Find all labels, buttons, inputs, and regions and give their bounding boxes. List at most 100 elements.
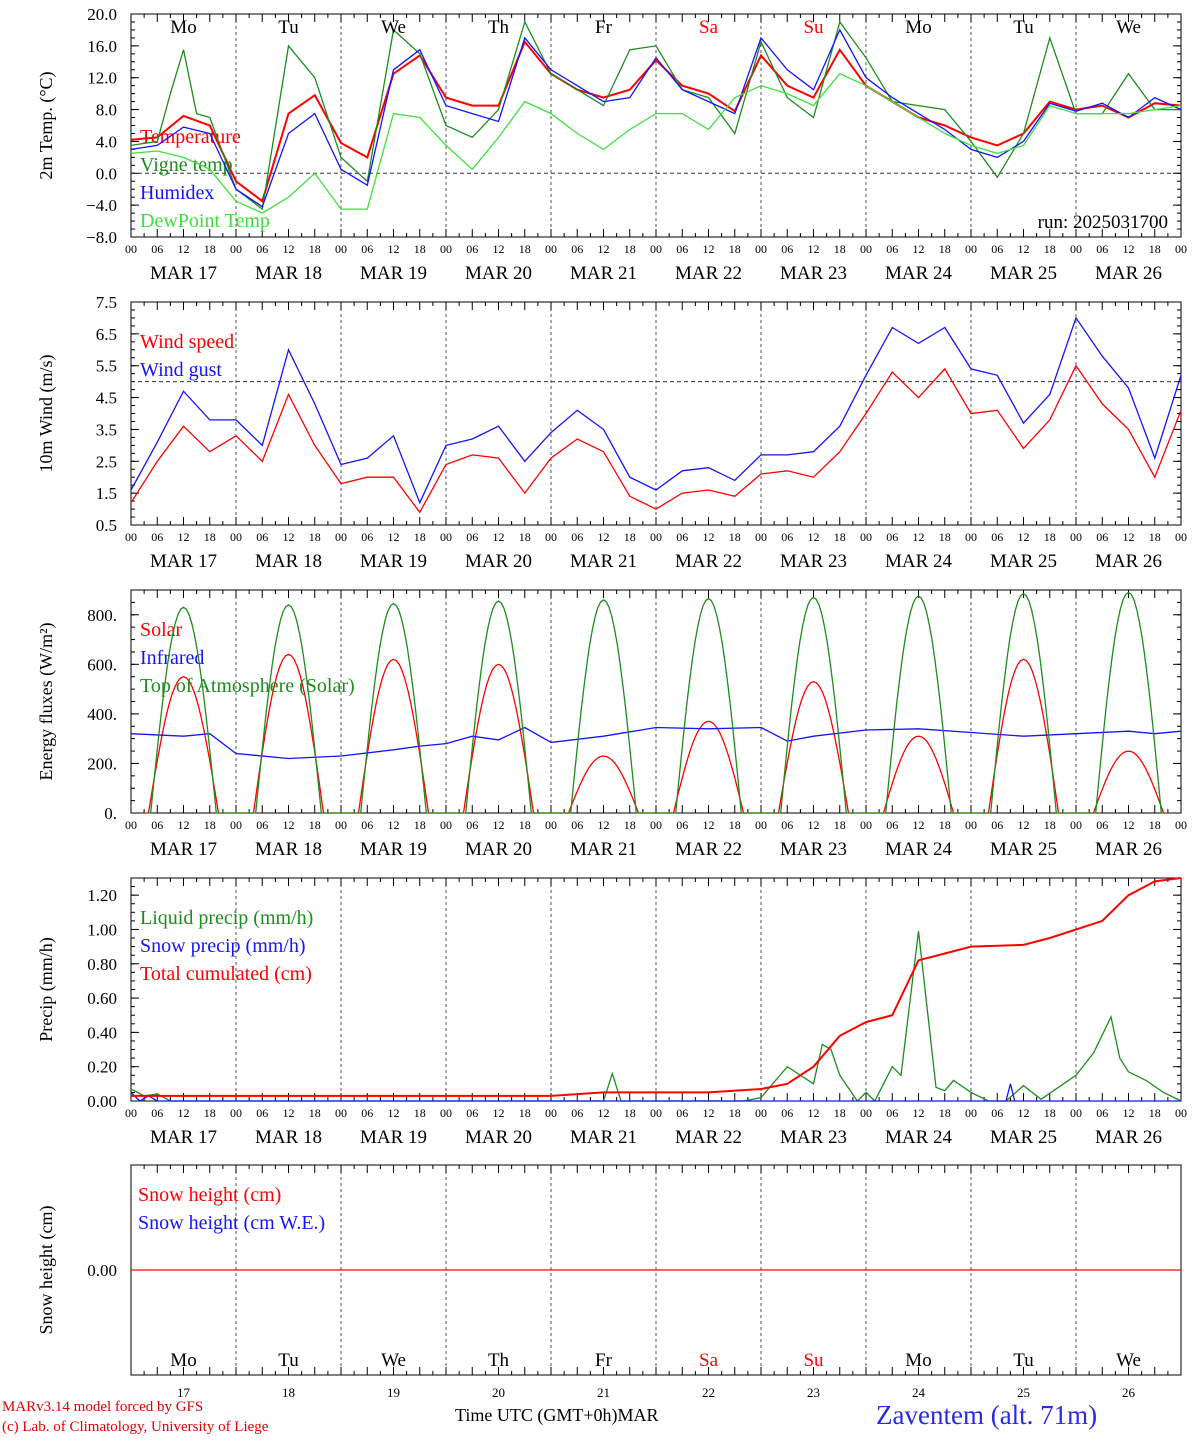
hour-tick-label: 00 — [1175, 818, 1187, 832]
series-line-3-3 — [146, 591, 1166, 814]
x-axis-title: Time UTC (GMT+0h)MAR — [455, 1405, 659, 1426]
y-axis-label: Snow height (cm) — [36, 1206, 57, 1335]
y-tick-label: 4.0 — [96, 132, 117, 151]
y-tick-label: 0.60 — [87, 989, 117, 1008]
hour-tick-label: 00 — [335, 1106, 347, 1120]
hour-tick-label: 06 — [781, 818, 793, 832]
hour-tick-label: 00 — [755, 1106, 767, 1120]
date-label: MAR 26 — [1095, 1127, 1162, 1148]
weekday-label: Sa — [699, 1350, 719, 1371]
x-axis-month: MAR — [617, 1405, 659, 1425]
hour-tick-label: 12 — [283, 818, 295, 832]
station-name: Zaventem (alt. 71m) — [876, 1400, 1098, 1430]
hour-tick-label: 18 — [519, 1106, 531, 1120]
date-label: MAR 26 — [1095, 839, 1162, 860]
date-label: MAR 21 — [570, 839, 637, 860]
hour-tick-label: 06 — [466, 818, 478, 832]
hour-tick-label: 06 — [1096, 1106, 1108, 1120]
hour-tick-label: 18 — [204, 818, 216, 832]
date-label: MAR 19 — [360, 1127, 427, 1148]
hour-tick-label: 18 — [1044, 530, 1056, 544]
hour-tick-label: 00 — [335, 242, 347, 256]
hour-tick-label: 18 — [834, 818, 846, 832]
weekday-label: Th — [488, 17, 510, 38]
hour-tick-label: 12 — [598, 242, 610, 256]
hour-tick-label: 06 — [256, 242, 268, 256]
date-label: MAR 23 — [780, 1127, 847, 1148]
hour-tick-label: 18 — [309, 818, 321, 832]
hour-tick-label: 00 — [545, 1106, 557, 1120]
weekday-label: Mo — [905, 17, 931, 38]
hour-tick-label: 12 — [493, 242, 505, 256]
hour-tick-label: 06 — [991, 242, 1003, 256]
hour-tick-label: 00 — [440, 242, 452, 256]
hour-tick-label: 18 — [834, 530, 846, 544]
date-label: MAR 26 — [1095, 263, 1162, 284]
series-line-3-2 — [130, 726, 1182, 760]
credit-model: MARv3.14 model forced by GFS — [2, 1399, 204, 1415]
hour-tick-label: 00 — [965, 818, 977, 832]
hour-tick-label: 00 — [230, 818, 242, 832]
legend-entry: Infrared — [140, 647, 204, 669]
y-tick-label: 0.00 — [87, 1261, 117, 1280]
hour-tick-label: 12 — [598, 1106, 610, 1120]
hour-tick-label: 00 — [335, 530, 347, 544]
date-label: MAR 23 — [780, 839, 847, 860]
hour-tick-label: 12 — [808, 1106, 820, 1120]
hour-tick-label: 06 — [151, 530, 163, 544]
series-line-1-2 — [130, 20, 1181, 211]
hour-tick-label: 12 — [178, 1106, 190, 1120]
hour-tick-label: 18 — [1149, 1106, 1161, 1120]
hour-tick-label: 06 — [1096, 530, 1108, 544]
hour-tick-label: 00 — [230, 242, 242, 256]
hour-tick-label: 18 — [729, 818, 741, 832]
hour-tick-label: 00 — [755, 818, 767, 832]
hour-tick-label: 00 — [1070, 530, 1082, 544]
y-tick-label: 7.5 — [96, 293, 117, 312]
weekday-label: Mo — [170, 1350, 196, 1371]
hour-tick-label: 06 — [1096, 818, 1108, 832]
hour-tick-label: 12 — [1123, 1106, 1135, 1120]
hour-tick-label: 18 — [624, 818, 636, 832]
x-axis-title-text: Time UTC (GMT+0h) — [455, 1405, 618, 1425]
weekday-label: Tu — [278, 1350, 299, 1371]
hour-tick-label: 12 — [598, 530, 610, 544]
legend-entry: Snow precip (mm/h) — [140, 935, 306, 957]
hour-tick-label: 12 — [703, 818, 715, 832]
hour-tick-label: 12 — [703, 1106, 715, 1120]
hour-tick-label: 12 — [808, 530, 820, 544]
hour-tick-label: 18 — [1044, 818, 1056, 832]
hour-tick-label: 06 — [361, 1106, 373, 1120]
hour-tick-label: 18 — [624, 1106, 636, 1120]
day-number-label: 18 — [282, 1385, 295, 1400]
date-label: MAR 22 — [675, 551, 742, 572]
hour-tick-label: 12 — [913, 242, 925, 256]
day-number-label: 20 — [492, 1385, 505, 1400]
hour-tick-label: 00 — [125, 242, 137, 256]
date-label: MAR 20 — [465, 551, 532, 572]
date-label: MAR 26 — [1095, 551, 1162, 572]
hour-tick-label: 06 — [991, 818, 1003, 832]
hour-tick-label: 06 — [151, 1106, 163, 1120]
hour-tick-label: 00 — [125, 1106, 137, 1120]
y-tick-label: 5.5 — [96, 357, 117, 376]
weekday-label: Tu — [1013, 1350, 1034, 1371]
hour-tick-label: 06 — [781, 242, 793, 256]
hour-tick-label: 00 — [1070, 242, 1082, 256]
weekday-label: We — [1116, 17, 1141, 38]
hour-tick-label: 12 — [388, 818, 400, 832]
hour-tick-label: 00 — [545, 818, 557, 832]
hour-tick-label: 06 — [256, 1106, 268, 1120]
hour-tick-label: 00 — [1175, 242, 1187, 256]
hour-tick-label: 12 — [913, 1106, 925, 1120]
date-label: MAR 24 — [885, 551, 953, 572]
date-label: MAR 19 — [360, 839, 427, 860]
date-label: MAR 22 — [675, 263, 742, 284]
hour-tick-label: 12 — [388, 530, 400, 544]
hour-tick-label: 06 — [991, 530, 1003, 544]
y-tick-label: 12.0 — [87, 69, 117, 88]
date-label: MAR 17 — [150, 263, 217, 284]
y-tick-label: −8.0 — [86, 228, 117, 247]
date-label: MAR 20 — [465, 1127, 532, 1148]
hour-tick-label: 18 — [939, 242, 951, 256]
